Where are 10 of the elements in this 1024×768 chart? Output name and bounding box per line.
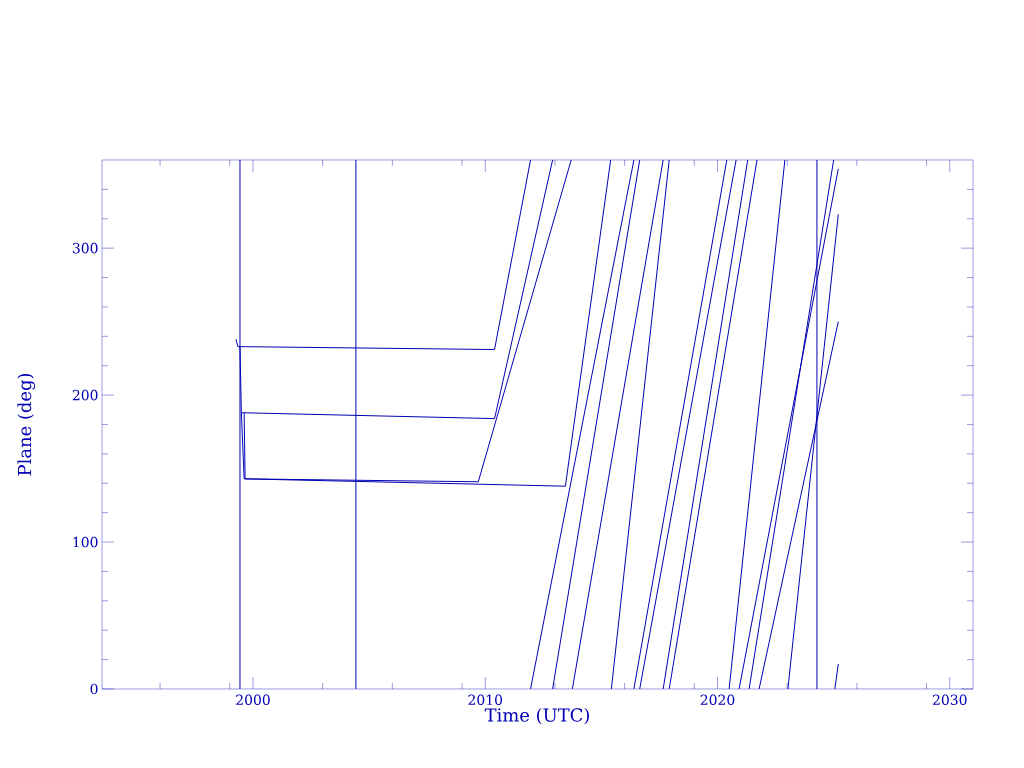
x-tick-label: 2030	[932, 694, 967, 706]
y-axis-title: Plane (deg)	[17, 373, 36, 476]
x-tick-label: 2010	[468, 694, 503, 706]
y-tick-label: 300	[72, 242, 98, 254]
x-tick-label: 2000	[236, 694, 270, 706]
y-tick-label: 200	[72, 389, 98, 401]
y-tick-label: 0	[90, 683, 98, 695]
y-tick-label: 100	[73, 536, 98, 548]
x-tick-label: 2020	[700, 694, 735, 706]
x-axis-title: Time (UTC)	[484, 707, 589, 725]
